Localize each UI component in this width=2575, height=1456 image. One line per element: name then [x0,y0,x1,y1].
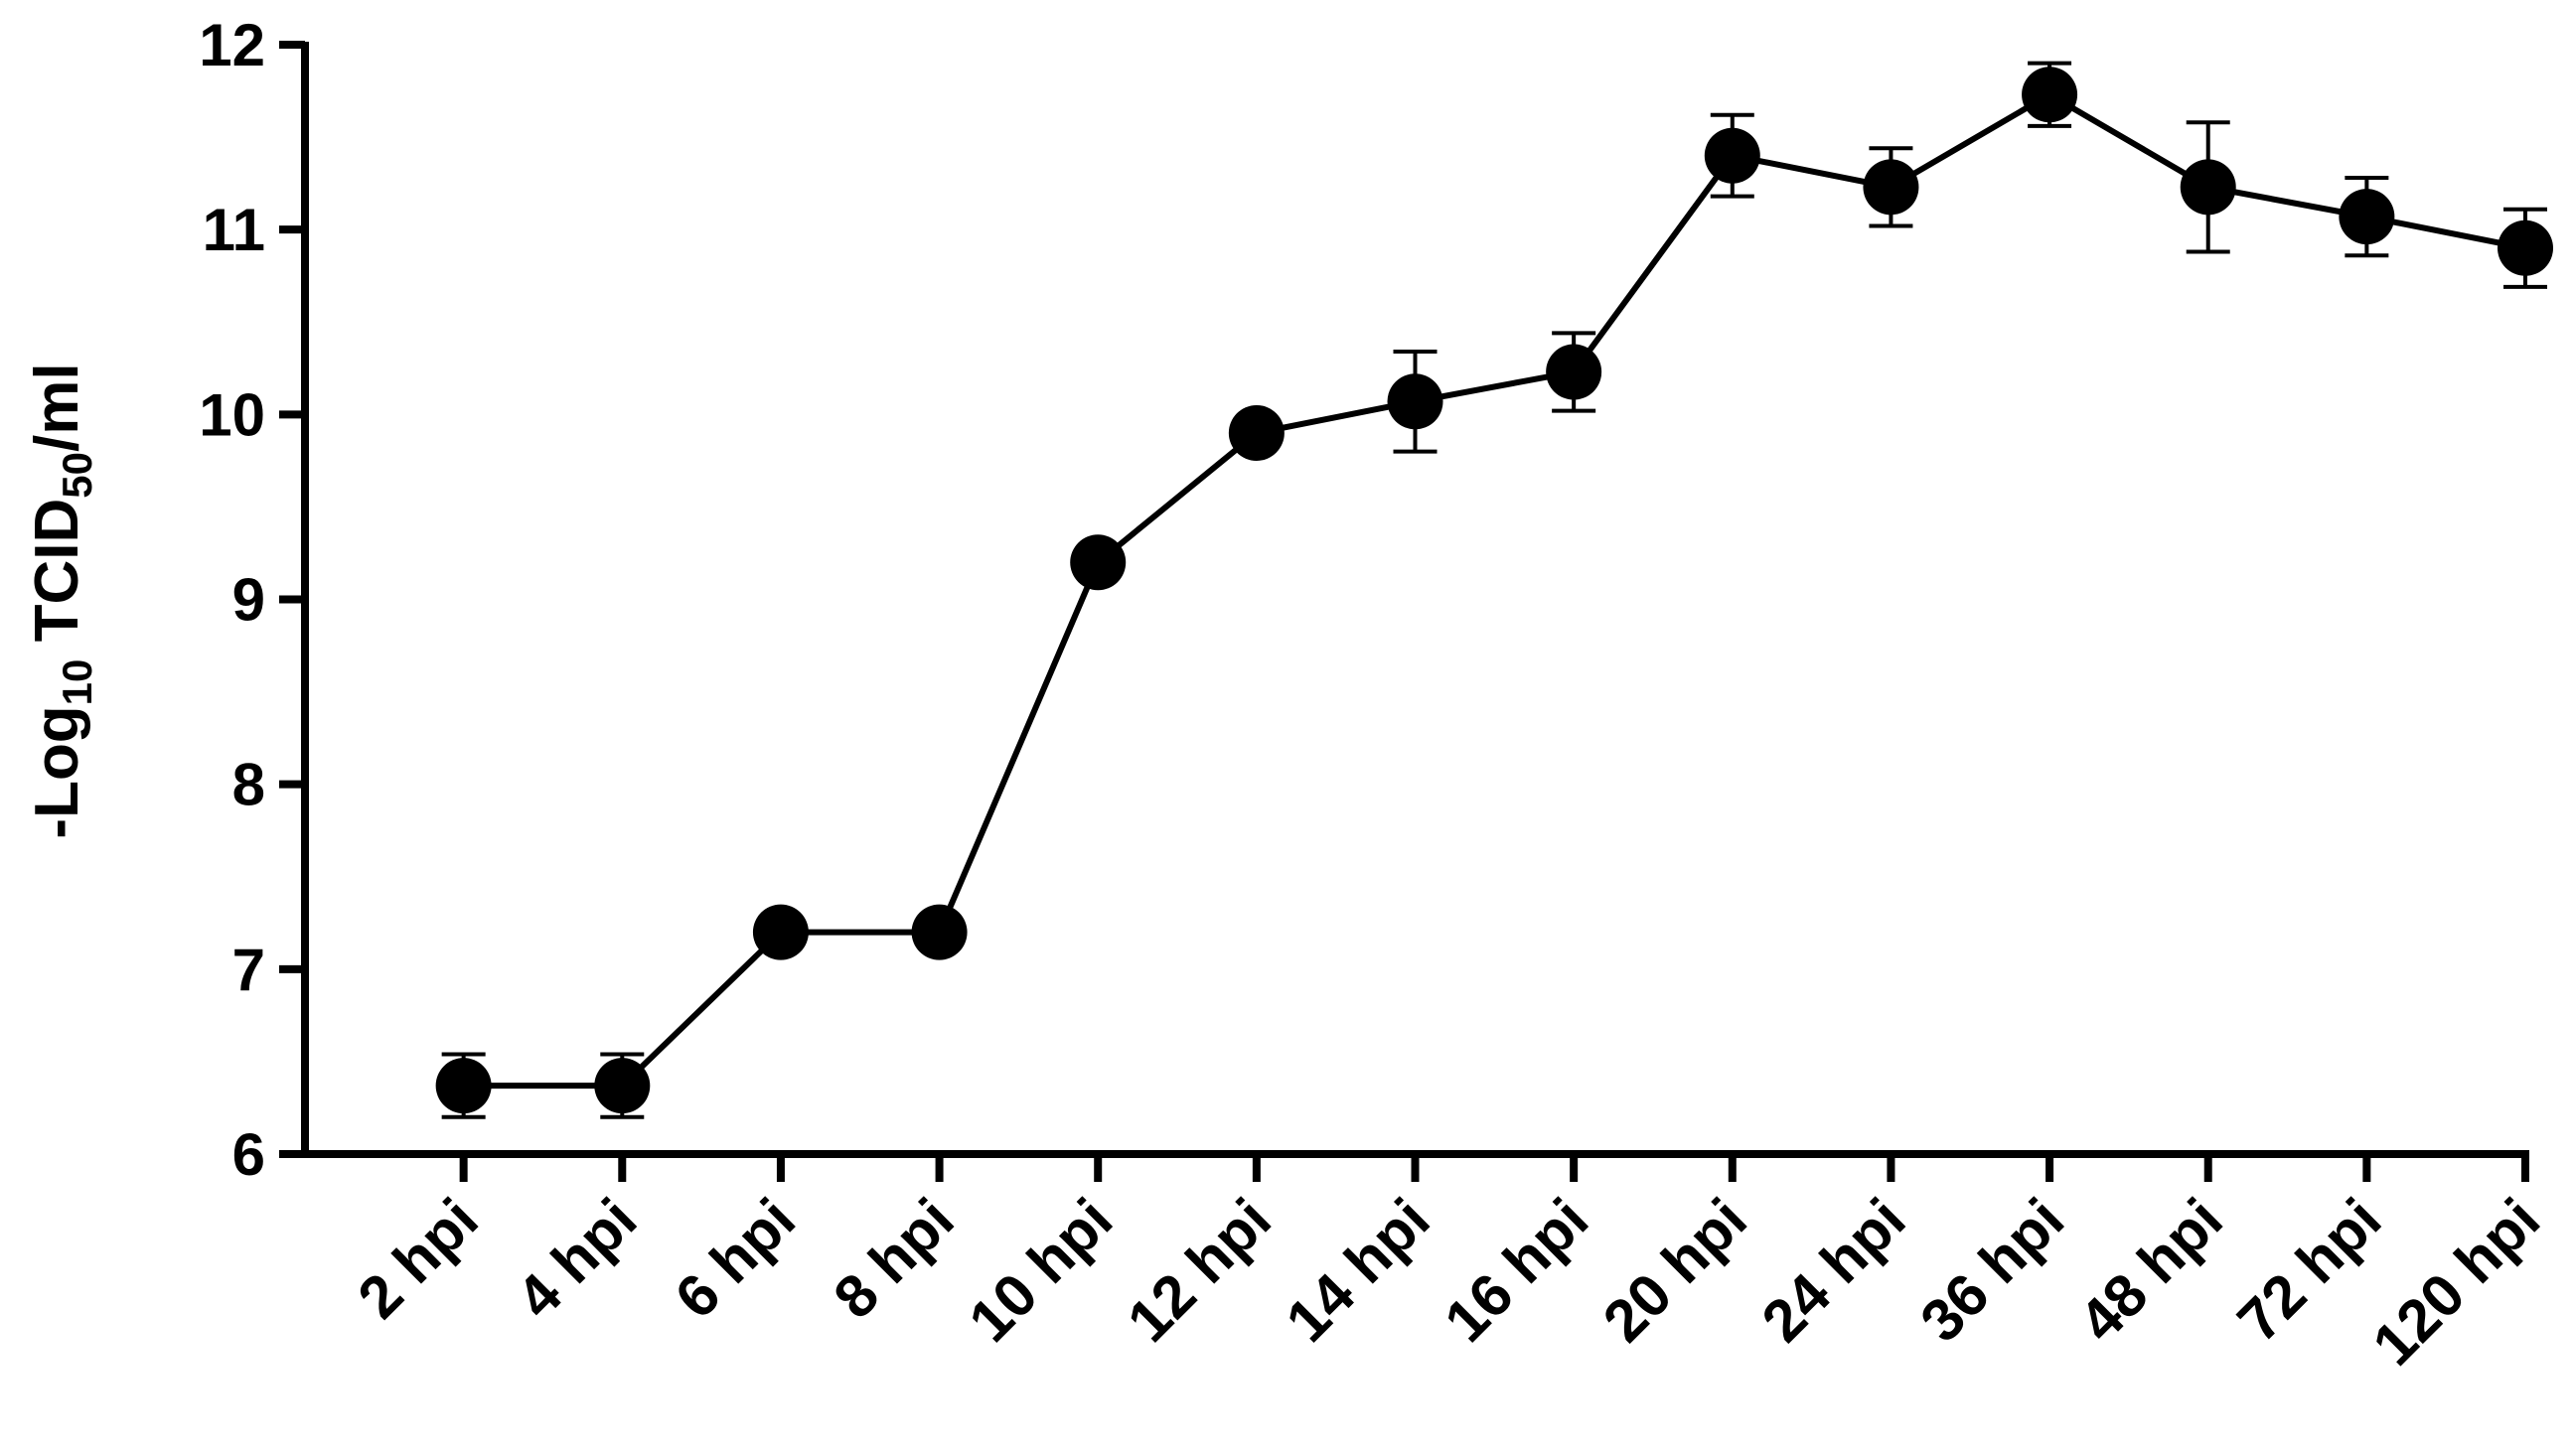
y-tick-label: 8 [232,752,265,818]
y-tick-label: 9 [232,567,265,634]
data-point [435,1058,492,1114]
y-tick-label: 12 [199,12,265,78]
x-tick-label: 6 hpi [663,1186,808,1331]
x-tick-label: 16 hpi [1432,1186,1600,1355]
data-point [1863,159,1919,216]
data-point [594,1058,651,1114]
x-tick-label: 10 hpi [956,1186,1125,1355]
x-tick-label: 8 hpi [821,1186,966,1331]
x-tick-label: 20 hpi [1590,1186,1759,1355]
y-tick-label: 6 [232,1121,265,1188]
data-point [1228,404,1285,461]
data-point [911,904,968,960]
data-point [2180,159,2236,216]
x-tick-label: 36 hpi [1907,1186,2076,1355]
y-tick-label: 10 [199,381,265,448]
x-tick-label: 2 hpi [345,1186,490,1331]
y-axis-label: -Log10 TCID50/ml [23,363,100,838]
data-point [1387,373,1443,430]
y-tick-label: 7 [232,937,265,1003]
x-tick-label: 14 hpi [1274,1186,1442,1355]
data-point [1546,344,1602,400]
data-point [2339,189,2395,245]
x-tick-label: 24 hpi [1749,1186,1918,1355]
x-tick-label: 4 hpi [504,1186,649,1331]
x-tick-label: 12 hpi [1115,1186,1284,1355]
data-point [1704,127,1760,184]
data-point [2022,67,2078,123]
x-tick-label: 120 hpi [2360,1186,2553,1379]
data-point [1070,534,1127,591]
data-point [752,904,809,960]
y-tick-label: 11 [203,197,265,263]
data-point [2498,219,2553,276]
x-tick-label: 48 hpi [2066,1186,2235,1355]
